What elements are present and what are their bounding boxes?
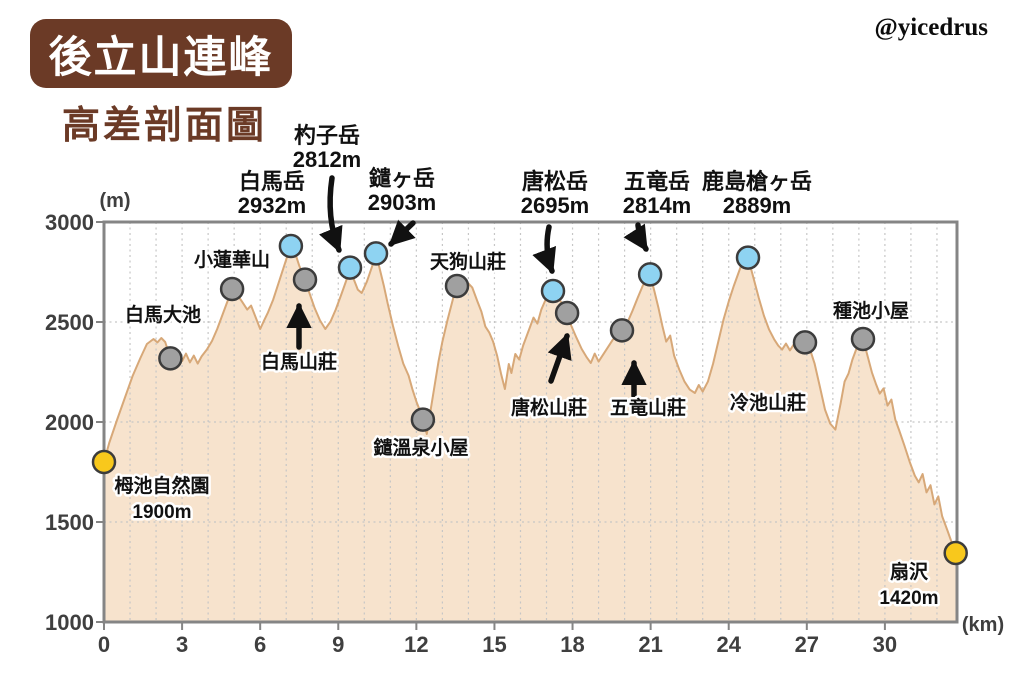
arrow-shakushi [319,175,343,254]
elev-goryu: 2814m [623,193,692,218]
profile-area [104,246,957,622]
label-shakushi: 杓子岳 [294,123,360,148]
label-karamatsu-sanso: 唐松山莊 [511,396,587,419]
label-taneike-goya: 種池小屋 [833,299,909,322]
label-goryu-sanso: 五竜山莊 [610,396,686,419]
x-tick-label: 6 [254,632,266,657]
marker-dot-ogizawa [943,540,968,566]
arrow-yarigatake [388,219,416,247]
marker-dot-tsumetaike-sanso [792,330,818,355]
elev-tsugaike: 1900m [132,502,191,523]
label-yari-onsen: 鑓溫泉小屋 [373,436,468,459]
y-tick-label: 1000 [45,610,94,635]
y-tick-label: 1500 [45,510,94,535]
arrow-goryu [623,222,649,252]
marker-dot-hakuba-sanso [292,267,318,292]
marker-dot-yarigatake [363,241,389,266]
marker-dot-goryu-sanso [609,318,635,343]
x-tick-label: 18 [560,632,584,657]
elev-kashimayari: 2889m [723,193,792,218]
marker-dot-taneike-goya [850,326,876,352]
marker-dot-karamatsu-sanso [554,300,580,326]
marker-dot-goryu [637,262,663,287]
y-tick-label: 3000 [45,210,94,235]
arrow-karamatsu-sanso [547,332,572,384]
x-tick-label: 24 [716,632,741,657]
elev-ogizawa: 1420m [879,588,938,609]
label-ogizawa: 扇沢 [890,560,929,583]
marker-dot-kashimayari [735,245,761,270]
marker-dot-karamatsu [540,278,566,304]
title-badge: 後立山連峰 [30,19,292,88]
marker-dot-korenge [219,276,245,302]
elev-shakushi: 2812m [293,147,362,172]
label-tsugaike: 栂池自然園 [114,474,209,497]
marker-dots [91,233,968,566]
axes: 0 3 6 9 12 15 18 21 24 27 30 3000 2500 2000 1500 1000 (m… [45,190,1004,657]
x-tick-label: 9 [332,632,344,657]
label-shirouma: 白馬岳 [239,169,305,194]
marker-dot-tengu-sanso [444,273,470,299]
plot-frame [102,220,959,624]
x-axis-unit: (km) [962,614,1004,636]
y-tick-label: 2500 [45,310,94,335]
marker-dot-hakuba-oike [158,346,183,371]
marker-dot-shirouma [278,233,304,259]
x-tick-label: 3 [176,632,188,657]
x-tick-label: 15 [482,632,506,657]
label-hakuba-oike: 白馬大池 [125,303,201,326]
y-axis-unit: (m) [99,190,130,212]
label-hakuba-sanso: 白馬山莊 [261,350,337,373]
x-tick-label: 21 [638,632,662,657]
marker-dot-yari-onsen [410,407,436,432]
x-tick-label: 27 [795,632,819,657]
label-tengu-sanso: 天狗山莊 [430,250,506,273]
elev-karamatsu: 2695m [521,193,590,218]
label-yarigatake: 鑓ヶ岳 [369,166,435,191]
elev-yarigatake: 2903m [368,190,437,215]
annotation-arrows [286,175,649,399]
x-tick-label: 12 [404,632,428,657]
label-goryu: 五竜岳 [624,169,690,194]
arrow-karamatsu [532,224,556,275]
marker-dot-shakushi [337,255,363,280]
profile-outline [103,245,958,555]
marker-dot-tsugaike [91,449,117,475]
x-tick-label: 0 [98,632,110,657]
elev-shirouma: 2932m [238,193,307,218]
x-tick-label: 30 [873,632,897,657]
chart-subtitle: 高差剖面圖 [62,105,268,147]
author-credit: @yicedrus [874,14,988,41]
label-karamatsu: 唐松岳 [522,169,588,194]
y-tick-label: 2000 [45,410,94,435]
label-korenge: 小蓮華山 [194,248,270,271]
label-kashimayari: 鹿島槍ヶ岳 [702,169,812,194]
label-tsumetaike-sanso: 冷池山莊 [730,391,806,414]
